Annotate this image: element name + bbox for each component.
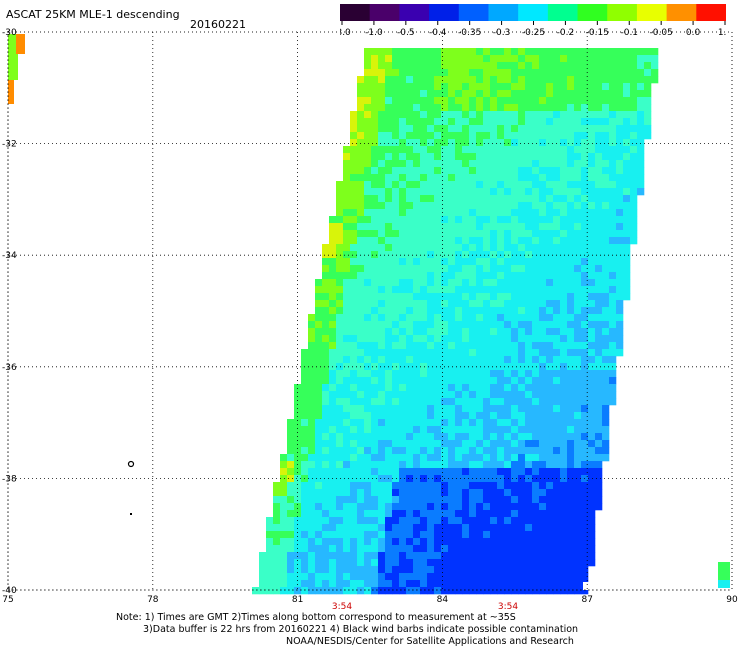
- colorbar-swatch: [340, 4, 371, 21]
- lat-label: -36: [2, 363, 17, 373]
- colorbar-label: -3.0: [340, 28, 351, 36]
- note-line-2: 3)Data buffer is 22 hrs from 20160221 4)…: [143, 624, 579, 635]
- colorbar-swatch: [369, 4, 400, 21]
- colorbar-label: -0.35: [458, 28, 481, 36]
- time-label: 3:54: [332, 602, 352, 612]
- colorbar-swatch: [547, 4, 579, 21]
- lon-label: 78: [147, 595, 159, 605]
- colorbar-swatch: [696, 4, 726, 21]
- lon-label: 81: [292, 595, 303, 605]
- colorbar-swatch: [488, 4, 519, 21]
- island-marker: [130, 513, 132, 515]
- island-marker: [127, 460, 135, 468]
- colorbar-swatch: [577, 4, 608, 21]
- colorbar-label: -0.25: [522, 28, 545, 36]
- colorbar-label: 1.0: [718, 28, 726, 36]
- colorbar-swatch: [607, 4, 638, 21]
- lat-label: -32: [2, 140, 17, 150]
- lon-label: 84: [437, 595, 449, 605]
- swath-fragment: [718, 580, 730, 588]
- note-line-1: Note: 1) Times are GMT 2)Times along bot…: [116, 612, 516, 623]
- map-frame: [7, 31, 733, 591]
- wind-swath: [8, 34, 730, 595]
- swath-fragment: [718, 562, 730, 582]
- swath-fragment: [8, 34, 18, 80]
- colorbar-label: 0.0: [686, 28, 701, 36]
- colorbar: -3.0 -1.0 -0.5 -0.4 -0.35 -0.3 -0.25 -0.2 -0.15 -…: [340, 4, 726, 36]
- lat-label: -30: [2, 28, 17, 38]
- lat-label: -34: [2, 251, 17, 261]
- lon-label: 75: [2, 595, 13, 605]
- lon-label: 87: [581, 595, 592, 605]
- colorbar-label: -0.5: [397, 28, 415, 36]
- swath-fragment: [8, 80, 14, 104]
- colorbar-swatch: [429, 4, 460, 21]
- colorbar-label: -0.05: [650, 28, 673, 36]
- colorbar-label: -0.2: [557, 28, 575, 36]
- time-label: 3:54: [498, 602, 518, 612]
- colorbar-label: -0.1: [620, 28, 638, 36]
- colorbar-swatch: [518, 4, 549, 21]
- colorbar-swatch: [636, 4, 668, 21]
- lon-label: 90: [726, 595, 738, 605]
- product-title: ASCAT 25KM MLE-1 descending: [6, 8, 180, 21]
- colorbar-label: -0.3: [493, 28, 511, 36]
- swath-fragment: [16, 34, 25, 54]
- colorbar-label: -0.4: [429, 28, 447, 36]
- colorbar-label: -1.0: [365, 28, 383, 36]
- colorbar-swatch: [666, 4, 697, 21]
- note-line-3: NOAA/NESDIS/Center for Satellite Applica…: [286, 636, 574, 647]
- product-date: 20160221: [190, 18, 246, 31]
- colorbar-swatch: [458, 4, 489, 21]
- lat-label: -40: [2, 586, 17, 596]
- colorbar-label: -0.15: [586, 28, 609, 36]
- lat-label: -38: [2, 474, 17, 484]
- colorbar-swatch: [399, 4, 430, 21]
